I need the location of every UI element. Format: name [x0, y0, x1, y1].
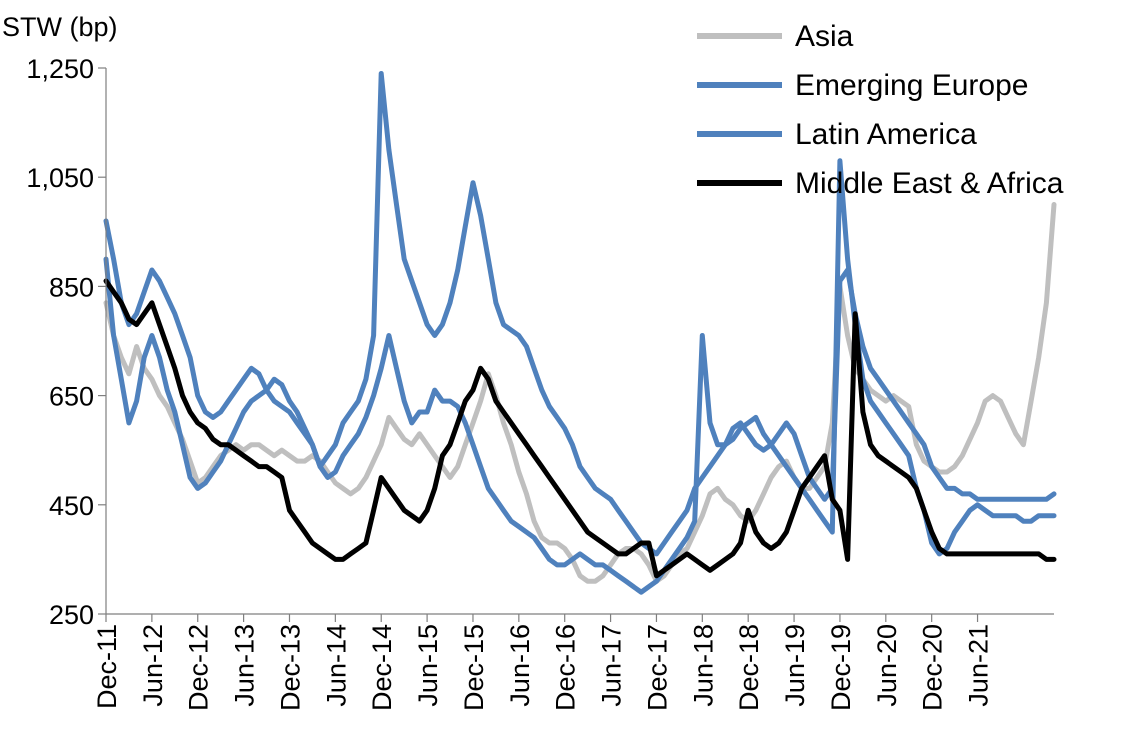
legend-label: Asia — [795, 20, 854, 53]
y-tick-label: 450 — [49, 491, 94, 521]
x-tick-label: Dec-12 — [184, 624, 214, 711]
x-tick-label: Jun-16 — [505, 624, 535, 707]
series-lines — [103, 71, 1057, 595]
legend-label: Emerging Europe — [795, 69, 1028, 102]
series-line-asia — [103, 202, 1057, 584]
series-line-latin-america — [103, 158, 1057, 595]
x-tick-label: Jun-17 — [597, 624, 627, 707]
x-tick-label: Jun-19 — [780, 624, 810, 707]
x-tick-label: Jun-12 — [138, 624, 168, 707]
x-tick-label: Dec-15 — [459, 624, 489, 711]
x-tick-label: Dec-14 — [367, 624, 397, 711]
y-tick-label: 850 — [49, 272, 94, 302]
x-tick-label: Jun-21 — [964, 624, 994, 707]
x-tick-label: Jun-18 — [688, 624, 718, 707]
series-line-emerging-europe — [103, 71, 1057, 557]
x-tick-label: Jun-20 — [872, 624, 902, 707]
x-tick-label: Dec-18 — [734, 624, 764, 711]
y-axis-label: STW (bp) — [2, 12, 118, 42]
legend-label: Latin America — [795, 118, 977, 151]
x-tick-label: Dec-17 — [642, 624, 672, 711]
y-tick-label: 250 — [49, 600, 94, 630]
x-tick-label: Dec-11 — [92, 624, 122, 709]
y-tick-label: 1,050 — [26, 163, 94, 193]
x-tick-label: Dec-19 — [826, 624, 856, 711]
x-tick-label: Dec-20 — [918, 624, 948, 711]
legend-label: Middle East & Africa — [795, 167, 1064, 200]
y-axis-ticks: 250 450 650 850 1,050 1,250 — [26, 54, 106, 630]
x-tick-label: Dec-13 — [275, 624, 305, 711]
x-tick-label: Dec-16 — [551, 624, 581, 711]
y-tick-label: 650 — [49, 382, 94, 412]
x-tick-label: Jun-14 — [321, 624, 351, 707]
x-tick-label: Jun-15 — [413, 624, 443, 707]
x-tick-label: Jun-13 — [230, 624, 260, 707]
y-tick-label: 1,250 — [26, 54, 94, 84]
legend: Asia Emerging Europe Latin America Middle E… — [697, 20, 1064, 200]
x-axis-ticks: Dec-11 Jun-12 Dec-12 Jun-13 Dec-13 Jun-14 Dec-… — [92, 614, 994, 711]
series-line-middle-east-africa — [103, 278, 1057, 579]
